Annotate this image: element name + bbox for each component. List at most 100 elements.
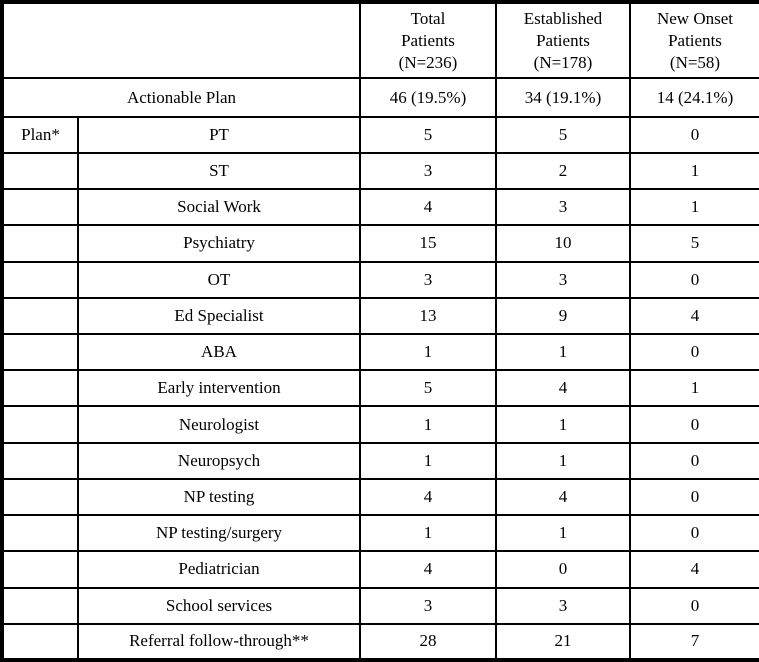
actionable-plan-row: Actionable Plan 46 (19.5%) 34 (19.1%) 14… [1,77,759,118]
value-cell: 1 [495,441,631,480]
row-label: OT [77,260,361,299]
value-cell: 0 [629,332,759,372]
table-row: Neuropsych 1 1 0 [1,441,759,480]
table-row: ST 3 2 1 [1,151,759,191]
table-row: School services 3 3 0 [1,586,759,625]
row-label: NP testing/surgery [77,514,361,553]
value-cell: 5 [495,115,631,154]
value-cell: 0 [629,260,759,299]
value-cell: 1 [359,441,497,480]
header-total-patients: Total Patients (N=236) [359,0,497,80]
row-label: ABA [77,332,361,372]
value-cell: 5 [629,224,759,263]
value-cell: 46 (19.5%) [359,77,497,118]
value-cell: 1 [495,514,631,553]
value-cell: 4 [629,296,759,335]
value-cell: 1 [629,151,759,191]
value-cell: 10 [495,224,631,263]
plan-group-cell [1,586,79,625]
row-label: Neurologist [77,405,361,444]
value-cell: 0 [629,441,759,480]
value-cell: 4 [495,369,631,408]
value-cell: 3 [359,151,497,191]
value-cell: 3 [495,260,631,299]
value-cell: 1 [359,514,497,553]
value-cell: 4 [359,550,497,589]
value-cell: 3 [495,586,631,625]
plan-group-cell [1,296,79,335]
plan-group-cell [1,369,79,408]
value-cell: 4 [629,550,759,589]
table-row: Referral follow-through** 28 21 7 [1,622,759,662]
row-label: School services [77,586,361,625]
value-cell: 34 (19.1%) [495,77,631,118]
row-label: Referral follow-through** [77,622,361,662]
value-cell: 1 [495,332,631,372]
value-cell: 5 [359,369,497,408]
value-cell: 2 [495,151,631,191]
plan-group-cell [1,514,79,553]
value-cell: 5 [359,115,497,154]
row-label: Pediatrician [77,550,361,589]
row-label: Early intervention [77,369,361,408]
plan-group-cell [1,550,79,589]
row-label: ST [77,151,361,191]
table-row: Pediatrician 4 0 4 [1,550,759,589]
corner-cell [1,0,361,80]
value-cell: 1 [359,332,497,372]
value-cell: 4 [359,188,497,227]
value-cell: 3 [495,188,631,227]
value-cell: 0 [629,115,759,154]
value-cell: 1 [629,369,759,408]
value-cell: 1 [629,188,759,227]
value-cell: 28 [359,622,497,662]
plan-group-cell [1,224,79,263]
table-row: OT 3 3 0 [1,260,759,299]
table-row: Psychiatry 15 10 5 [1,224,759,263]
value-cell: 0 [629,477,759,517]
value-cell: 13 [359,296,497,335]
plan-group-cell [1,622,79,662]
actionable-plan-label: Actionable Plan [1,77,361,118]
value-cell: 0 [629,514,759,553]
row-label: Psychiatry [77,224,361,263]
value-cell: 1 [495,405,631,444]
plan-group-cell [1,441,79,480]
header-row: Total Patients (N=236) Established Patie… [1,0,759,80]
plan-group-cell [1,260,79,299]
plan-group-label: Plan* [1,115,79,154]
value-cell: 3 [359,586,497,625]
value-cell: 7 [629,622,759,662]
header-new-onset-patients: New Onset Patients (N=58) [629,0,759,80]
table-row: Social Work 4 3 1 [1,188,759,227]
plan-group-cell [1,477,79,517]
value-cell: 4 [495,477,631,517]
value-cell: 0 [629,586,759,625]
table-row: Neurologist 1 1 0 [1,405,759,444]
value-cell: 9 [495,296,631,335]
table-row: NP testing/surgery 1 1 0 [1,514,759,553]
row-label: PT [77,115,361,154]
value-cell: 4 [359,477,497,517]
plan-group-cell [1,332,79,372]
plan-group-cell [1,151,79,191]
value-cell: 1 [359,405,497,444]
plan-group-cell [1,188,79,227]
value-cell: 0 [495,550,631,589]
value-cell: 21 [495,622,631,662]
row-label: Social Work [77,188,361,227]
value-cell: 0 [629,405,759,444]
table-row: Plan* PT 5 5 0 [1,115,759,154]
header-established-patients: Established Patients (N=178) [495,0,631,80]
row-label: Ed Specialist [77,296,361,335]
row-label: NP testing [77,477,361,517]
table-row: NP testing 4 4 0 [1,477,759,517]
value-cell: 3 [359,260,497,299]
value-cell: 15 [359,224,497,263]
row-label: Neuropsych [77,441,361,480]
table-row: ABA 1 1 0 [1,332,759,372]
plan-group-cell [1,405,79,444]
table-row: Ed Specialist 13 9 4 [1,296,759,335]
